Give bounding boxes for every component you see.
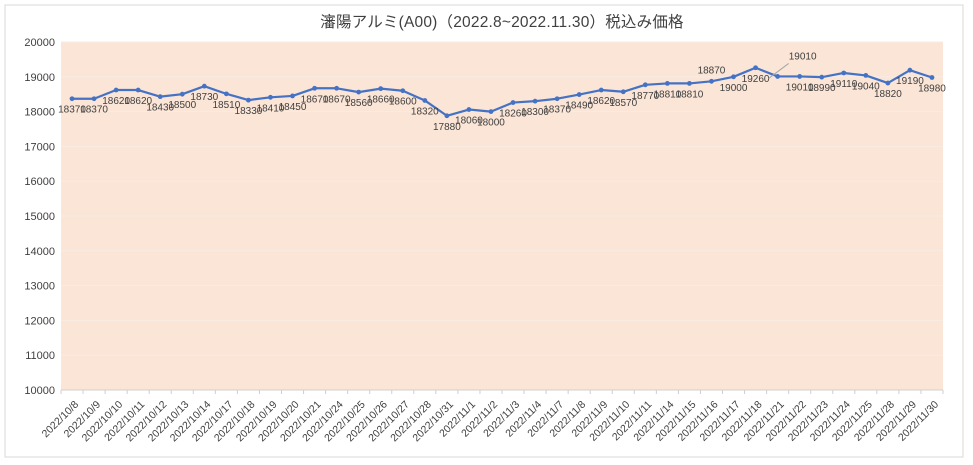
data-label: 18810 xyxy=(653,89,681,100)
data-point xyxy=(709,78,714,84)
data-label: 18980 xyxy=(918,83,946,94)
data-point xyxy=(334,85,340,91)
data-point xyxy=(246,97,251,103)
data-point xyxy=(775,74,781,79)
chart-border xyxy=(4,4,964,458)
y-axis-tick-label: 10000 xyxy=(24,385,55,397)
data-point xyxy=(201,83,207,89)
data-label: 18810 xyxy=(676,89,704,100)
data-label: 18450 xyxy=(279,102,307,113)
data-point xyxy=(687,81,692,86)
data-label: 18320 xyxy=(411,106,439,117)
data-label: 18620 xyxy=(124,96,152,107)
data-label: 18510 xyxy=(212,100,240,111)
data-label: 18060 xyxy=(455,116,483,127)
data-label: 18300 xyxy=(521,107,549,118)
data-point xyxy=(598,87,604,93)
data-point xyxy=(113,87,119,93)
data-point xyxy=(731,74,736,80)
data-point xyxy=(91,96,97,102)
series-line xyxy=(70,66,934,117)
chart-title: 瀋陽アルミ(A00)（2022.8~2022.11.30）税込み価格 xyxy=(320,14,684,31)
data-label: 18870 xyxy=(698,65,726,76)
y-axis-tick-label: 12000 xyxy=(24,315,55,327)
data-point xyxy=(179,91,185,97)
data-label: 18370 xyxy=(80,105,108,116)
data-point xyxy=(223,91,229,97)
data-point xyxy=(135,87,141,93)
data-label: 18000 xyxy=(477,118,505,129)
data-point xyxy=(620,89,626,95)
data-point xyxy=(69,96,75,102)
data-label: 18430 xyxy=(146,103,174,114)
data-label: 19260 xyxy=(742,74,770,85)
data-point xyxy=(488,109,494,114)
data-point xyxy=(797,74,803,79)
data-label: 19190 xyxy=(896,76,924,87)
y-axis-tick-label: 15000 xyxy=(24,211,55,223)
data-point xyxy=(444,113,450,119)
data-point xyxy=(554,96,560,102)
data-label: 18620 xyxy=(587,96,615,107)
data-point xyxy=(642,82,648,88)
data-label: 17880 xyxy=(433,122,461,133)
y-axis-tick-label: 13000 xyxy=(24,281,55,293)
data-point xyxy=(753,65,758,71)
data-point xyxy=(576,92,582,97)
data-label: 18820 xyxy=(874,89,902,100)
data-label: 18370 xyxy=(543,105,571,116)
data-label: 18370 xyxy=(58,105,86,116)
y-axis-tick-label: 17000 xyxy=(24,141,55,153)
data-point xyxy=(510,100,516,105)
data-point xyxy=(841,70,847,76)
data-label: 18570 xyxy=(609,98,637,109)
data-label: 18490 xyxy=(565,101,593,112)
data-point xyxy=(907,67,913,73)
data-point xyxy=(312,85,317,91)
data-point xyxy=(290,93,295,99)
data-point xyxy=(664,81,670,86)
data-label: 18560 xyxy=(345,98,373,109)
data-label: 18620 xyxy=(102,96,130,107)
data-point xyxy=(929,75,935,80)
data-label: 18600 xyxy=(389,97,417,108)
data-point xyxy=(400,88,406,94)
data-point xyxy=(863,73,869,78)
data-point xyxy=(532,98,538,104)
y-axis-tick-label: 14000 xyxy=(24,246,55,258)
data-point xyxy=(885,80,891,86)
data-label: 18670 xyxy=(301,94,329,105)
y-axis-tick-label: 18000 xyxy=(24,107,55,119)
data-point xyxy=(378,86,384,92)
data-point xyxy=(268,94,273,100)
data-label: 18990 xyxy=(808,83,836,94)
data-point xyxy=(819,74,825,80)
data-label: 18660 xyxy=(367,95,395,106)
data-point xyxy=(466,107,472,112)
data-label: 18670 xyxy=(323,94,351,105)
data-label: 18260 xyxy=(499,109,527,120)
data-label: 19010 xyxy=(786,82,814,93)
data-label: 18410 xyxy=(257,103,285,114)
data-label-leader-line xyxy=(768,63,789,79)
data-label: 18500 xyxy=(168,100,196,111)
y-axis-tick-label: 19000 xyxy=(24,72,55,84)
data-point xyxy=(157,94,163,100)
data-point xyxy=(422,98,428,103)
data-label: 19040 xyxy=(852,81,880,92)
y-axis-tick-label: 11000 xyxy=(25,350,55,362)
data-label: 18770 xyxy=(631,91,659,102)
y-axis-tick-label: 20000 xyxy=(24,37,55,49)
data-label: 18330 xyxy=(235,106,263,117)
data-label: 18730 xyxy=(190,92,218,103)
y-axis-tick-label: 16000 xyxy=(24,176,55,188)
data-label: 19000 xyxy=(720,83,748,94)
data-point xyxy=(356,89,362,95)
data-label: 19110 xyxy=(830,79,858,90)
data-label: 19010 xyxy=(789,51,817,62)
